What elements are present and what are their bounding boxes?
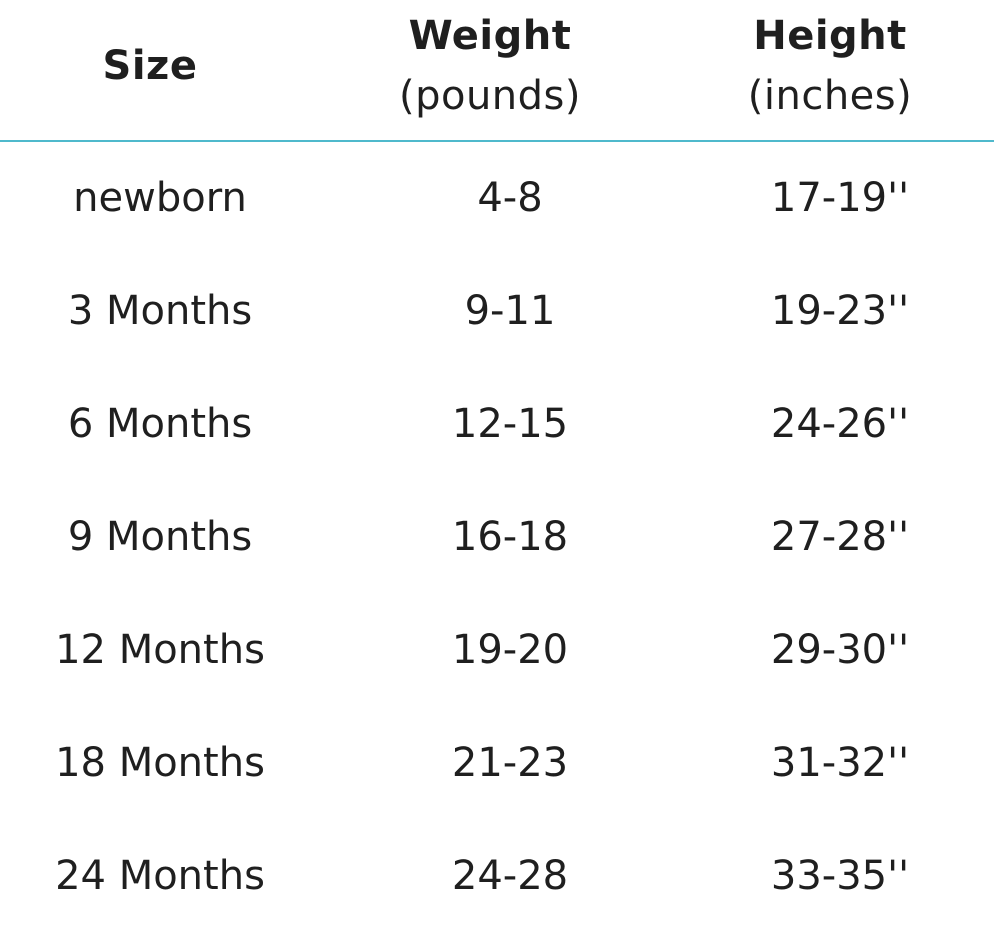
cell-height: 33-35'': [770, 853, 910, 899]
header-size-label: Size: [102, 43, 198, 89]
header-divider: [0, 140, 994, 142]
cell-weight: 9-11: [464, 288, 556, 334]
table-row: 3 Months 9-11 19-23'': [0, 255, 994, 368]
table-header: Size Weight (pounds) Height (inches): [0, 0, 994, 142]
table-row: 12 Months 19-20 29-30'': [0, 594, 994, 707]
cell-height: 19-23'': [770, 288, 910, 334]
header-weight: Weight (pounds): [370, 6, 610, 126]
cell-weight: 16-18: [451, 514, 569, 560]
header-weight-unit: (pounds): [398, 73, 581, 119]
cell-size: 24 Months: [55, 853, 265, 899]
cell-height: 29-30'': [770, 627, 910, 673]
cell-size: 6 Months: [67, 401, 253, 447]
cell-size: 12 Months: [55, 627, 265, 673]
header-size: Size: [70, 36, 230, 96]
cell-height: 27-28'': [770, 514, 910, 560]
table-row: 6 Months 12-15 24-26'': [0, 368, 994, 481]
table-row: 9 Months 16-18 27-28'': [0, 481, 994, 594]
cell-size: 9 Months: [67, 514, 253, 560]
header-height-unit: (inches): [747, 73, 913, 119]
cell-weight: 24-28: [451, 853, 569, 899]
table-row: newborn 4-8 17-19'': [0, 142, 994, 255]
cell-weight: 21-23: [451, 740, 569, 786]
table-row: 24 Months 24-28 33-35'': [0, 820, 994, 933]
cell-size: 18 Months: [55, 740, 265, 786]
cell-weight: 19-20: [451, 627, 569, 673]
cell-height: 17-19'': [770, 175, 910, 221]
cell-size: 3 Months: [67, 288, 253, 334]
cell-size: newborn: [73, 175, 247, 221]
cell-weight: 12-15: [451, 401, 569, 447]
cell-height: 31-32'': [770, 740, 910, 786]
cell-height: 24-26'': [770, 401, 910, 447]
cell-weight: 4-8: [477, 175, 543, 221]
header-weight-label: Weight: [408, 13, 572, 59]
header-height-label: Height: [753, 13, 907, 59]
header-height: Height (inches): [710, 6, 950, 126]
table-row: 18 Months 21-23 31-32'': [0, 707, 994, 820]
